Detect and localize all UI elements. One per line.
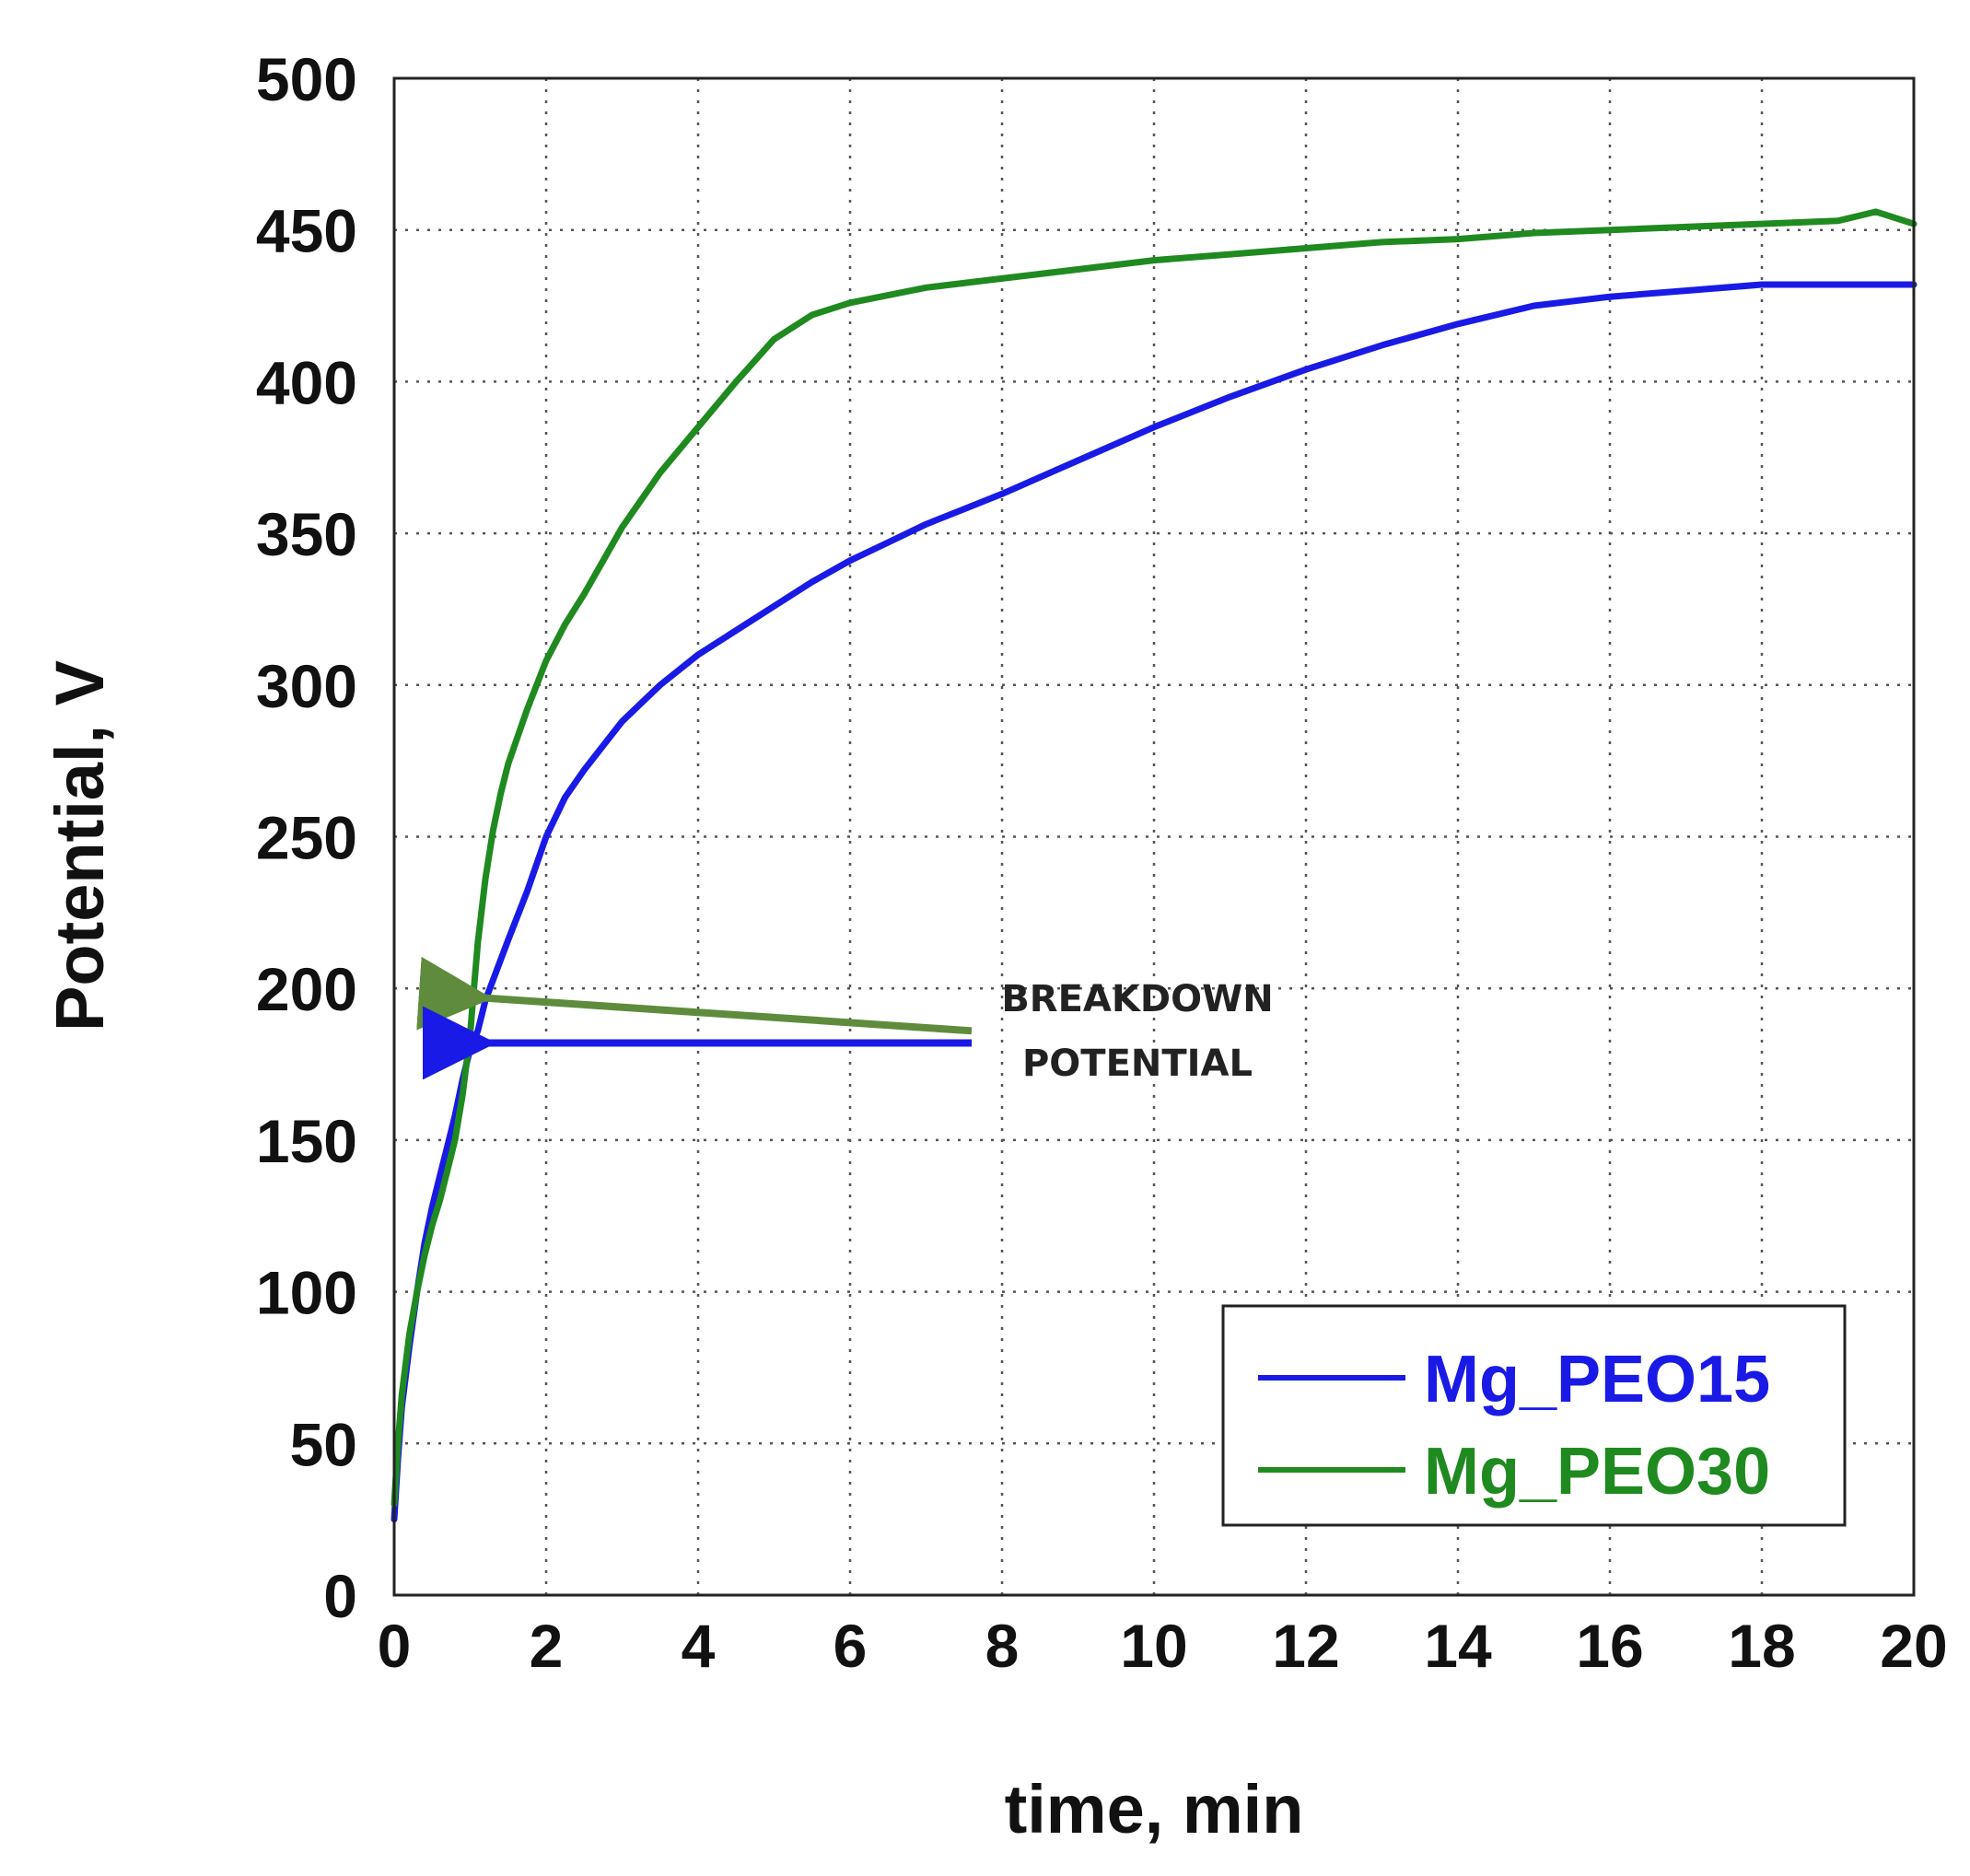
x-tick-labels: 0 2 4 6 8 10 12 14 16 18 20 <box>378 1612 1948 1680</box>
breakdown-arrow-peo30 <box>416 956 973 1035</box>
annotation: BREAKDOWN POTENTIAL <box>416 956 1274 1085</box>
plot-frame <box>392 76 1916 1597</box>
annotation-line-2: POTENTIAL <box>1022 1043 1253 1085</box>
x-tick-label-0: 0 <box>378 1612 412 1680</box>
annotation-line-1: BREAKDOWN <box>1001 978 1273 1020</box>
y-tick-label-450: 450 <box>256 197 357 265</box>
y-tick-label-350: 350 <box>256 500 357 568</box>
series-line-mg-peo30 <box>391 208 1918 1508</box>
y-tick-labels: 0 50 100 150 200 250 300 350 400 450 500 <box>256 45 357 1630</box>
legend-label-mg-peo15: Mg_PEO15 <box>1424 1343 1770 1416</box>
x-tick-label-10: 10 <box>1120 1612 1187 1680</box>
x-axis-title: time, min <box>1005 1771 1304 1847</box>
y-tick-label-100: 100 <box>256 1259 357 1327</box>
y-tick-label-50: 50 <box>290 1410 357 1478</box>
y-tick-label-200: 200 <box>256 955 357 1023</box>
x-tick-label-20: 20 <box>1880 1612 1947 1680</box>
y-tick-label-500: 500 <box>256 45 357 113</box>
x-tick-label-4: 4 <box>682 1612 716 1680</box>
series-line-mg-peo15 <box>391 281 1918 1523</box>
x-tick-label-8: 8 <box>985 1612 1020 1680</box>
y-tick-label-250: 250 <box>256 804 357 872</box>
x-tick-label-14: 14 <box>1424 1612 1492 1680</box>
y-tick-label-0: 0 <box>323 1562 357 1630</box>
x-tick-label-6: 6 <box>833 1612 868 1680</box>
x-tick-label-18: 18 <box>1728 1612 1795 1680</box>
legend-box <box>1221 1304 1847 1527</box>
legend-label-mg-peo30: Mg_PEO30 <box>1424 1435 1770 1509</box>
y-tick-label-150: 150 <box>256 1107 357 1175</box>
x-tick-label-2: 2 <box>530 1612 564 1680</box>
x-tick-label-12: 12 <box>1272 1612 1339 1680</box>
series-layer <box>391 208 1918 1523</box>
legend: Mg_PEO15 Mg_PEO30 <box>1221 1304 1847 1527</box>
x-tick-label-16: 16 <box>1576 1612 1643 1680</box>
y-tick-label-300: 300 <box>256 652 357 720</box>
y-axis-title: Potential, V <box>41 660 118 1031</box>
y-tick-label-400: 400 <box>256 348 357 416</box>
